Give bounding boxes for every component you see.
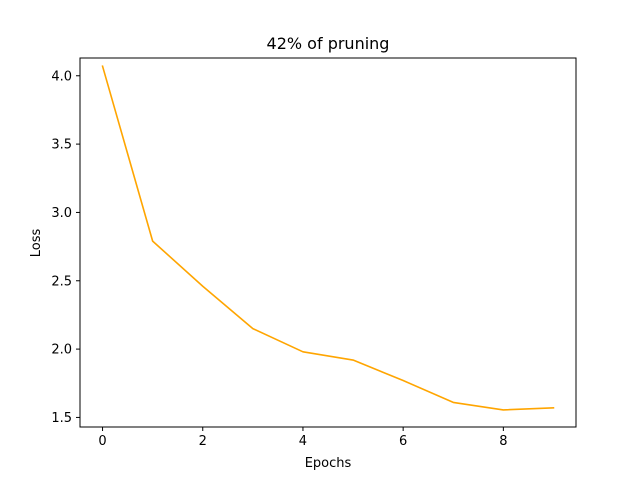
chart-title: 42% of pruning (267, 34, 390, 53)
y-axis-label: Loss (29, 229, 44, 258)
plot-frame (79, 57, 577, 428)
x-tick-label: 6 (399, 434, 407, 449)
x-tick-label: 4 (299, 434, 307, 449)
y-tick-label: 1.5 (51, 411, 72, 426)
y-tick-label: 4.0 (51, 69, 72, 84)
plot-area (101, 65, 555, 411)
x-axis-label: Epochs (305, 456, 352, 471)
y-tick-label: 2.5 (51, 274, 72, 289)
x-tick-label: 0 (98, 434, 106, 449)
y-tick-label: 3.5 (51, 138, 72, 153)
x-axis-ticks: 0 2 4 6 8 (98, 427, 507, 449)
series-line-0 (101, 65, 555, 411)
y-tick-label: 3.0 (51, 206, 72, 221)
y-tick-label: 2.0 (51, 343, 72, 358)
x-tick-label: 8 (499, 434, 507, 449)
y-axis-ticks: 1.5 2.0 2.5 3.0 3.5 4.0 (51, 69, 80, 426)
x-tick-label: 2 (199, 434, 207, 449)
